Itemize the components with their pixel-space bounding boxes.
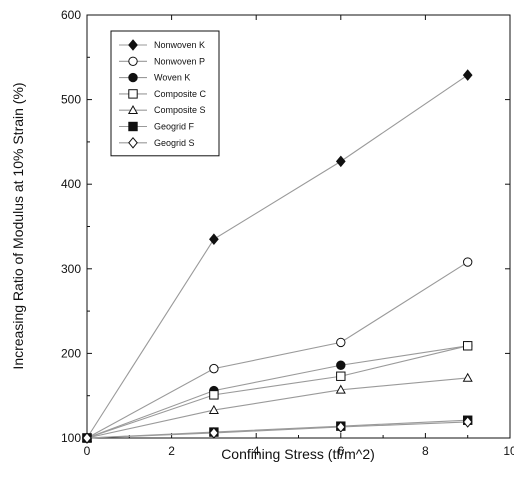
series-composite-s: [81, 372, 473, 442]
axes: 0 2 4 6 8 10 100 200 300 400 500 600: [61, 8, 514, 458]
y-tick-label: 100: [61, 431, 81, 445]
series-composite-c: [82, 341, 473, 443]
legend-label: Nonwoven P: [154, 56, 205, 66]
data-point: [335, 384, 346, 394]
series-woven-k: [82, 341, 473, 443]
data-point: [336, 371, 346, 381]
series-group: [81, 69, 473, 444]
legend-item: Nonwoven P: [119, 56, 205, 66]
x-tick-label: 0: [84, 444, 91, 458]
y-tick-label: 300: [61, 262, 81, 276]
series-nonwoven-p: [82, 257, 473, 443]
legend-marker: [128, 39, 138, 51]
y-axis-title: Increasing Ratio of Modulus at 10% Strai…: [10, 82, 26, 369]
data-point: [209, 390, 219, 400]
data-point: [209, 363, 219, 374]
series-geogrid-s: [82, 416, 473, 444]
series-line: [86, 421, 468, 439]
legend-label: Nonwoven K: [154, 40, 205, 50]
y-tick-label: 600: [61, 8, 81, 22]
data-point: [463, 257, 473, 267]
legend-item: Composite S: [119, 104, 206, 115]
y-tick-label: 200: [61, 346, 81, 360]
x-tick-label: 8: [422, 444, 429, 458]
data-point: [463, 341, 473, 351]
data-point: [462, 69, 473, 81]
x-tick-label: 10: [503, 444, 514, 458]
data-point: [209, 427, 219, 439]
x-tick-label: 2: [168, 444, 175, 458]
legend-label: Woven K: [154, 73, 190, 83]
legend-label: Composite C: [154, 89, 207, 99]
legend-marker: [128, 121, 138, 132]
series-line: [86, 261, 468, 439]
series-line: [86, 74, 469, 439]
y-tick-label: 500: [61, 93, 81, 107]
legend-item: Geogrid S: [119, 137, 195, 149]
legend-marker: [128, 56, 138, 66]
legend-label: Geogrid F: [154, 122, 195, 132]
data-point: [462, 372, 473, 382]
series-line: [86, 345, 468, 439]
legend-item: Woven K: [119, 73, 190, 83]
data-point: [336, 337, 346, 348]
legend-marker: [127, 104, 139, 115]
legend-marker: [128, 72, 138, 83]
x-tick-label: 4: [253, 444, 260, 458]
legend-item: Composite C: [119, 89, 207, 99]
y-tick-label: 400: [61, 177, 81, 191]
x-tick-label: 6: [337, 444, 344, 458]
legend-marker: [128, 137, 138, 149]
data-point: [462, 416, 473, 428]
data-point: [209, 233, 219, 245]
legend-label: Geogrid S: [154, 138, 195, 148]
legend-label: Composite S: [154, 105, 206, 115]
data-point: [335, 155, 346, 168]
data-point: [335, 421, 346, 433]
data-point: [336, 360, 346, 370]
legend-item: Nonwoven K: [119, 39, 205, 51]
series-line: [86, 377, 468, 439]
data-point: [208, 404, 219, 414]
data-point: [82, 432, 92, 444]
legend-marker: [128, 89, 138, 99]
series-line: [86, 345, 468, 439]
legend: Nonwoven K Nonwoven P Woven K Composite C Co…: [110, 30, 220, 157]
x-axis-title: Confining Stress (tf/m^2): [221, 446, 375, 462]
legend-item: Geogrid F: [119, 122, 195, 132]
